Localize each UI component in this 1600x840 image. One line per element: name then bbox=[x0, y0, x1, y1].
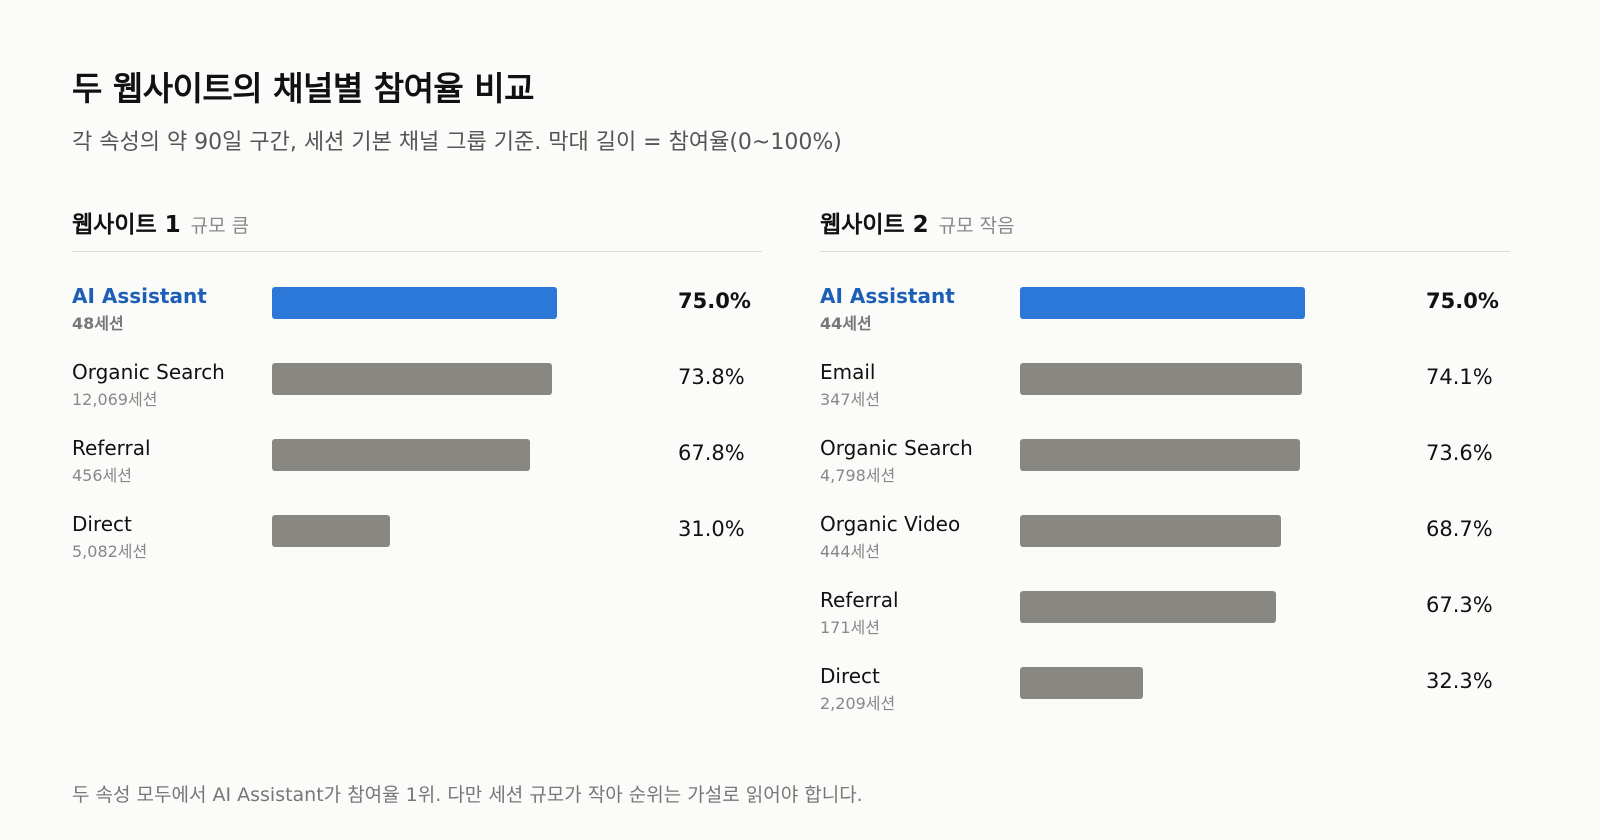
category-label: AI Assistant bbox=[72, 284, 207, 308]
panel-subtitle: 규모 큼 bbox=[190, 215, 250, 237]
value-label: 67.8% bbox=[678, 441, 745, 465]
panel-header: 웹사이트 2 규모 작음 bbox=[820, 205, 1510, 252]
bar-row: Organic Video 444세션 68.7% bbox=[820, 480, 1510, 561]
session-count-label: 347세션 bbox=[820, 390, 880, 409]
category-label: Direct bbox=[820, 664, 880, 688]
bar bbox=[1020, 591, 1276, 623]
session-count-label: 444세션 bbox=[820, 542, 880, 561]
bar bbox=[272, 439, 530, 471]
category-label: Direct bbox=[72, 512, 132, 536]
session-count-label: 456세션 bbox=[72, 466, 132, 485]
bar bbox=[272, 363, 553, 395]
category-label: Organic Search bbox=[820, 436, 973, 460]
category-label: Referral bbox=[72, 436, 151, 460]
value-label: 73.8% bbox=[678, 365, 745, 389]
category-label: Email bbox=[820, 360, 876, 384]
bar-row: Email 347세션 74.1% bbox=[820, 328, 1510, 409]
bar-row: Referral 171세션 67.3% bbox=[820, 556, 1510, 637]
page-subtitle: 각 속성의 약 90일 구간, 세션 기본 채널 그룹 기준. 막대 길이 = … bbox=[72, 130, 842, 155]
panel-header: 웹사이트 1 규모 큼 bbox=[72, 205, 762, 252]
value-label: 74.1% bbox=[1426, 365, 1493, 389]
chart-panel-website-1: 웹사이트 1 규모 큼 AI Assistant 48세션 75.0% Organic … bbox=[72, 205, 762, 561]
value-label: 67.3% bbox=[1426, 593, 1493, 617]
bar bbox=[1020, 515, 1282, 547]
chart-panel-website-2: 웹사이트 2 규모 작음 AI Assistant 44세션 75.0% Email 34… bbox=[820, 205, 1510, 713]
bar-row: Direct 5,082세션 31.0% bbox=[72, 480, 762, 561]
bar-row: Referral 456세션 67.8% bbox=[72, 404, 762, 485]
footnote: 두 속성 모두에서 AI Assistant가 참여율 1위. 다만 세션 규모… bbox=[72, 784, 863, 806]
value-label: 75.0% bbox=[678, 289, 751, 313]
bar bbox=[272, 515, 390, 547]
value-label: 68.7% bbox=[1426, 517, 1493, 541]
session-count-label: 5,082세션 bbox=[72, 542, 148, 561]
session-count-label: 12,069세션 bbox=[72, 390, 158, 409]
bar bbox=[1020, 667, 1143, 699]
bar-row: Direct 2,209세션 32.3% bbox=[820, 632, 1510, 713]
bar-list: AI Assistant 44세션 75.0% Email 347세션 74.1% Orga… bbox=[820, 252, 1510, 713]
value-label: 32.3% bbox=[1426, 669, 1493, 693]
bar bbox=[1020, 363, 1302, 395]
bar-list: AI Assistant 48세션 75.0% Organic Search 12,06… bbox=[72, 252, 762, 561]
panel-title: 웹사이트 1 bbox=[72, 212, 181, 238]
category-label: Referral bbox=[820, 588, 899, 612]
bar bbox=[272, 287, 557, 319]
session-count-label: 4,798세션 bbox=[820, 466, 896, 485]
session-count-label: 44세션 bbox=[820, 314, 872, 333]
bar-row: Organic Search 12,069세션 73.8% bbox=[72, 328, 762, 409]
bar-row: AI Assistant 48세션 75.0% bbox=[72, 252, 762, 333]
session-count-label: 2,209세션 bbox=[820, 694, 896, 713]
category-label: Organic Search bbox=[72, 360, 225, 384]
value-label: 31.0% bbox=[678, 517, 745, 541]
session-count-label: 48세션 bbox=[72, 314, 124, 333]
category-label: Organic Video bbox=[820, 512, 961, 536]
bar bbox=[1020, 439, 1300, 471]
category-label: AI Assistant bbox=[820, 284, 955, 308]
bar bbox=[1020, 287, 1305, 319]
bar-row: AI Assistant 44세션 75.0% bbox=[820, 252, 1510, 333]
panel-subtitle: 규모 작음 bbox=[938, 215, 1015, 237]
panel-title: 웹사이트 2 bbox=[820, 212, 929, 238]
value-label: 73.6% bbox=[1426, 441, 1493, 465]
session-count-label: 171세션 bbox=[820, 618, 880, 637]
page-title: 두 웹사이트의 채널별 참여율 비교 bbox=[72, 69, 535, 108]
value-label: 75.0% bbox=[1426, 289, 1499, 313]
bar-row: Organic Search 4,798세션 73.6% bbox=[820, 404, 1510, 485]
